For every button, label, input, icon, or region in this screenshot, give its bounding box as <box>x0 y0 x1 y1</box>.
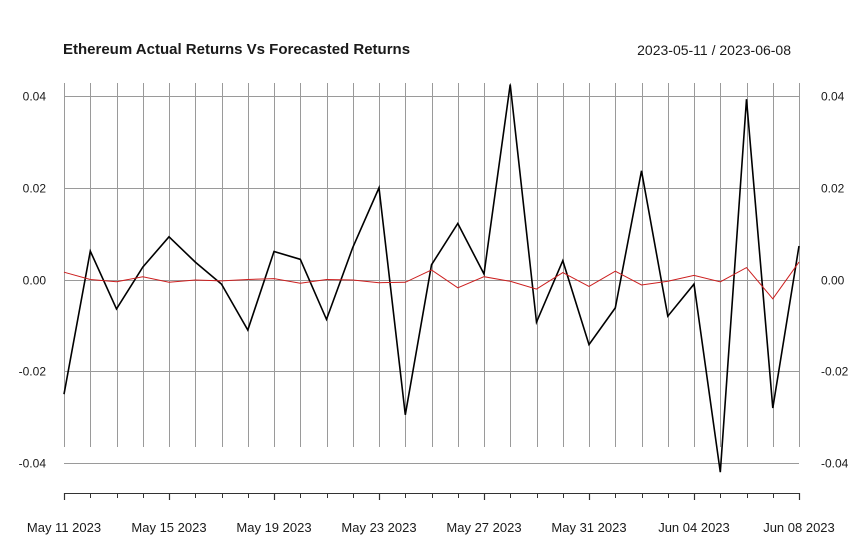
y-tick-label-left: -0.04 <box>19 457 47 471</box>
x-tick-label: May 31 2023 <box>551 520 626 535</box>
forecasted-returns-line <box>63 261 800 300</box>
chart-title: Ethereum Actual Returns Vs Forecasted Re… <box>63 41 411 58</box>
y-tick-label-right: 0.00 <box>821 274 845 288</box>
x-tick-label: May 19 2023 <box>236 520 311 535</box>
y-tick-label-right: -0.02 <box>821 365 849 379</box>
x-tick-label: Jun 08 2023 <box>763 520 835 535</box>
grid-layer <box>64 83 800 464</box>
series-layer <box>63 84 800 473</box>
y-tick-label-left: -0.02 <box>19 365 47 379</box>
x-tick-label: May 27 2023 <box>446 520 521 535</box>
date-range-label: 2023-05-11 / 2023-06-08 <box>637 42 791 58</box>
y-tick-label-left: 0.02 <box>23 182 47 196</box>
label-layer: -0.04 -0.04 -0.02 -0.02 0.00 0.00 0.02 0.02 0.04… <box>19 90 849 536</box>
y-tick-label-right: 0.02 <box>821 182 845 196</box>
actual-returns-line <box>63 84 800 473</box>
x-tick-label: May 11 2023 <box>27 520 101 535</box>
x-tick-label: May 23 2023 <box>341 520 416 535</box>
x-tick-label: Jun 04 2023 <box>658 520 730 535</box>
axis-layer <box>63 493 801 500</box>
y-tick-label-right: 0.04 <box>821 90 845 104</box>
y-tick-label-left: 0.00 <box>23 274 47 288</box>
y-tick-label-left: 0.04 <box>23 90 47 104</box>
y-tick-label-right: -0.04 <box>821 457 849 471</box>
x-tick-label: May 15 2023 <box>131 520 206 535</box>
